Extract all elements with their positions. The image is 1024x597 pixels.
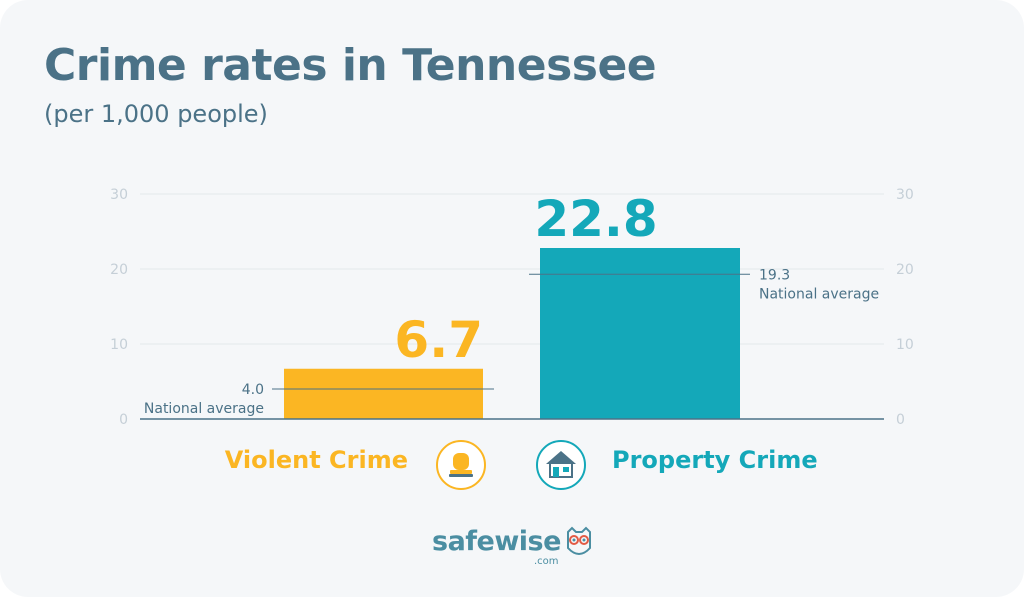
chart-title: Crime rates in Tennessee xyxy=(44,40,657,91)
y-tick-left-0: 0 xyxy=(119,412,128,428)
national-average-value-0: 4.0 xyxy=(242,382,264,398)
y-tick-right-20: 20 xyxy=(896,262,914,278)
national-average-label-0: National average xyxy=(144,401,264,417)
y-tick-right-0: 0 xyxy=(896,412,905,428)
logo-text: safewise xyxy=(432,526,561,557)
y-tick-right-10: 10 xyxy=(896,337,914,353)
value-label-0: 6.7 xyxy=(394,311,483,369)
logo-domain: .com xyxy=(534,556,559,567)
y-tick-left-30: 30 xyxy=(110,187,128,203)
chart-subtitle: (per 1,000 people) xyxy=(44,100,268,128)
bar-1 xyxy=(540,248,740,419)
house-icon xyxy=(536,440,586,490)
value-label-1: 22.8 xyxy=(534,190,657,248)
national-average-label-1: National average xyxy=(759,286,879,302)
y-tick-right-30: 30 xyxy=(896,187,914,203)
category-label-property-crime: Property Crime xyxy=(612,446,818,474)
owl-icon xyxy=(567,526,591,555)
bar-0 xyxy=(284,368,483,419)
siren-light-icon xyxy=(436,440,486,490)
national-average-value-1: 19.3 xyxy=(759,267,790,283)
y-tick-left-10: 10 xyxy=(110,337,128,353)
category-label-violent-crime: Violent Crime xyxy=(224,446,408,474)
safewise-logo: safewise .com xyxy=(432,526,602,572)
y-tick-left-20: 20 xyxy=(110,262,128,278)
